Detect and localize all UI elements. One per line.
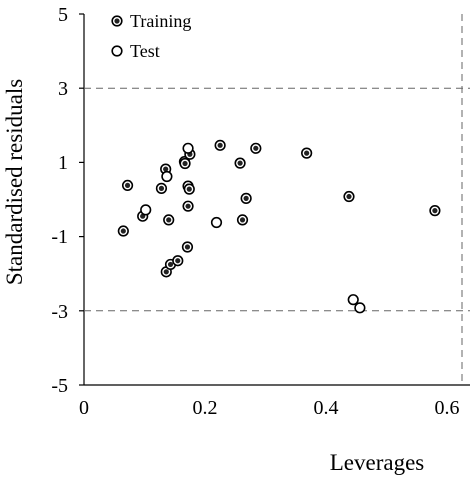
y-tick-label: -5 [51,375,68,397]
test-point [354,302,366,314]
training-point-core [182,160,188,167]
training-point-core [120,228,126,234]
y-tick-label: 1 [58,152,68,174]
training-point-core [253,145,259,151]
y-tick-label: 5 [58,4,68,26]
training-point-core [237,160,243,166]
training-point-core [304,150,310,156]
y-tick-label: -1 [51,226,68,248]
y-tick-label: 3 [58,78,68,100]
legend-test-label: Test [130,41,160,61]
training-point-core [346,193,352,200]
legend: Training Test [111,11,191,61]
x-tick-label: 0 [79,397,89,419]
x-tick-label: 0.4 [314,397,339,419]
y-axis-title: Standardised residuals [2,79,27,285]
training-point-core [185,203,191,209]
training-point-core [432,208,438,214]
x-tick-label: 0.2 [193,397,218,419]
training-point-core [167,261,174,268]
test-point [347,294,359,306]
y-tick-marks [79,13,84,386]
training-point-core [217,142,223,148]
test-point [182,142,194,154]
training-point-core [184,244,191,250]
training-point-core [158,185,165,191]
training-point-core [163,269,169,275]
data-points [117,139,441,314]
training-point-core [124,182,131,189]
test-point [210,216,223,229]
training-point-core [239,217,246,223]
training-point-core [186,186,192,192]
y-tick-label: -3 [51,301,68,323]
training-point-core [175,258,181,264]
test-point [161,170,173,183]
x-tick-label: 0.6 [435,397,460,419]
legend-test-marker [111,45,123,57]
test-point [140,204,152,216]
legend-training-marker-core [114,18,120,24]
training-point-core [166,217,172,223]
training-point-core [163,166,169,172]
legend-training-label: Training [130,11,191,31]
x-axis-title: Leverages [330,450,425,475]
training-point-core [243,195,249,201]
